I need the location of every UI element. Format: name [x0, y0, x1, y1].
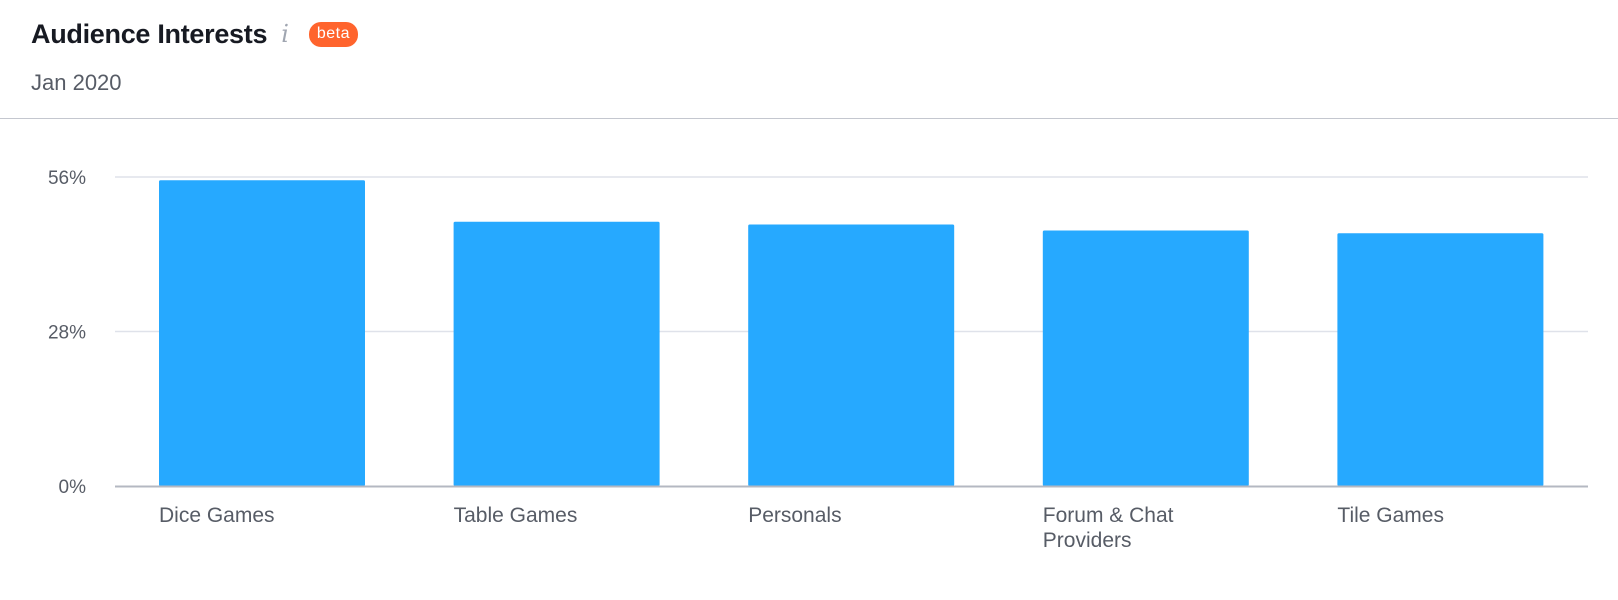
bar — [1042, 230, 1249, 486]
category-label: Forum & Chat Providers — [1043, 504, 1174, 552]
y-tick-label: 0% — [59, 477, 87, 498]
bars — [159, 180, 1544, 486]
bar — [1337, 233, 1544, 486]
category-label: Personals — [748, 504, 841, 527]
beta-badge: beta — [308, 21, 359, 47]
category-label: Tile Games — [1337, 504, 1444, 527]
audience-interests-bar-chart: 0% 28% 56% Dice Games Table Games Personals F… — [48, 168, 1588, 552]
widget-header: Audience Interests i beta Jan 2020 — [0, 0, 1618, 119]
category-label: Table Games — [454, 504, 578, 527]
y-tick-label: 56% — [48, 168, 86, 189]
widget-title: Audience Interests — [31, 18, 268, 49]
title-row: Audience Interests i beta — [31, 14, 359, 54]
y-tick-label: 28% — [48, 323, 86, 344]
category-labels: Dice Games Table Games Personals Forum & Ch… — [159, 504, 1444, 552]
bar — [748, 224, 955, 486]
y-tick-labels: 0% 28% 56% — [48, 168, 86, 498]
bar — [159, 180, 365, 486]
date-subtitle: Jan 2020 — [31, 70, 122, 95]
category-label: Dice Games — [159, 504, 275, 527]
bar — [453, 221, 660, 486]
info-icon[interactable]: i — [281, 20, 289, 48]
